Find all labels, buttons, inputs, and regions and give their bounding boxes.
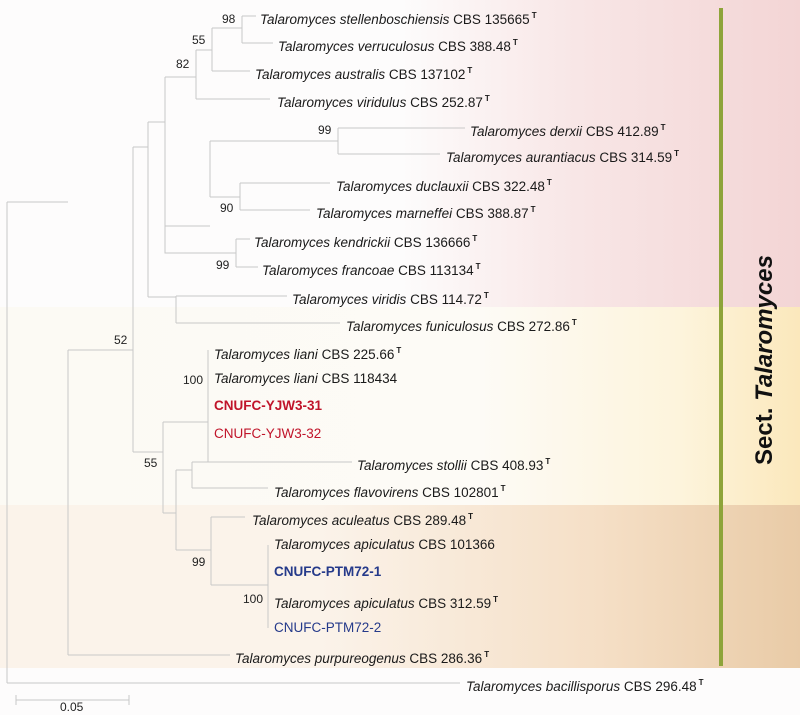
leaf-apiculatus-type: Talaromyces apiculatus CBS 312.59 T (274, 595, 499, 611)
section-band-brown (0, 505, 800, 668)
bootstrap-value: 99 (192, 555, 206, 569)
bootstrap-value: 99 (216, 258, 230, 272)
leaf-cnufc-yjw3-32: CNUFC-YJW3-32 (214, 426, 322, 441)
leaf-verruculosus: Talaromyces verruculosus CBS 388.48 T (278, 38, 518, 54)
leaf-apiculatus: Talaromyces apiculatus CBS 101366 (274, 537, 495, 552)
bootstrap-value: 52 (114, 333, 128, 347)
section-bar (719, 8, 723, 666)
leaf-viridulus: Talaromyces viridulus CBS 252.87 T (277, 94, 490, 110)
leaf-stellenboschiensis: Talaromyces stellenboschiensis CBS 13566… (260, 11, 537, 27)
bootstrap-value: 98 (222, 12, 236, 26)
leaf-cnufc-ptm72-1: CNUFC-PTM72-1 (274, 564, 382, 579)
leaf-australis: Talaromyces australis CBS 137102 T (255, 66, 473, 82)
leaf-funiculosus: Talaromyces funiculosus CBS 272.86 T (346, 318, 577, 334)
leaf-viridis: Talaromyces viridis CBS 114.72 T (292, 291, 489, 307)
bootstrap-value: 100 (183, 373, 204, 387)
leaf-francoae: Talaromyces francoae CBS 113134 T (262, 262, 481, 278)
bootstrap-value: 100 (243, 592, 264, 606)
leaf-marneffei: Talaromyces marneffei CBS 388.87 T (316, 205, 536, 221)
bootstrap-value: 99 (318, 123, 332, 137)
bootstrap-value: 90 (220, 201, 234, 215)
leaf-duclauxii: Talaromyces duclauxii CBS 322.48 T (336, 178, 552, 194)
leaf-liani: Talaromyces liani CBS 118434 (214, 371, 398, 386)
leaf-derxii: Talaromyces derxii CBS 412.89 T (470, 123, 666, 139)
leaf-cnufc-yjw3-31: CNUFC-YJW3-31 (214, 398, 323, 413)
section-label: Sect. Talaromyces (751, 255, 778, 465)
leaf-bacillisporus: Talaromyces bacillisporus CBS 296.48 T (466, 678, 704, 694)
leaf-aculeatus: Talaromyces aculeatus CBS 289.48 T (252, 512, 474, 528)
leaf-cnufc-ptm72-2: CNUFC-PTM72-2 (274, 620, 382, 635)
leaf-kendrickii: Talaromyces kendrickii CBS 136666 T (254, 234, 478, 250)
leaf-flavovirens: Talaromyces flavovirens CBS 102801 T (274, 484, 506, 500)
leaf-aurantiacus: Talaromyces aurantiacus CBS 314.59 T (446, 149, 680, 165)
scale-bar-label: 0.05 (60, 700, 84, 714)
leaf-liani-type: Talaromyces liani CBS 225.66 T (214, 346, 402, 362)
leaf-purpureogenus: Talaromyces purpureogenus CBS 286.36 T (235, 650, 490, 666)
leaf-stollii: Talaromyces stollii CBS 408.93 T (357, 457, 551, 473)
bootstrap-value: 55 (144, 456, 158, 470)
bootstrap-value: 55 (192, 33, 206, 47)
bootstrap-value: 82 (176, 57, 190, 71)
